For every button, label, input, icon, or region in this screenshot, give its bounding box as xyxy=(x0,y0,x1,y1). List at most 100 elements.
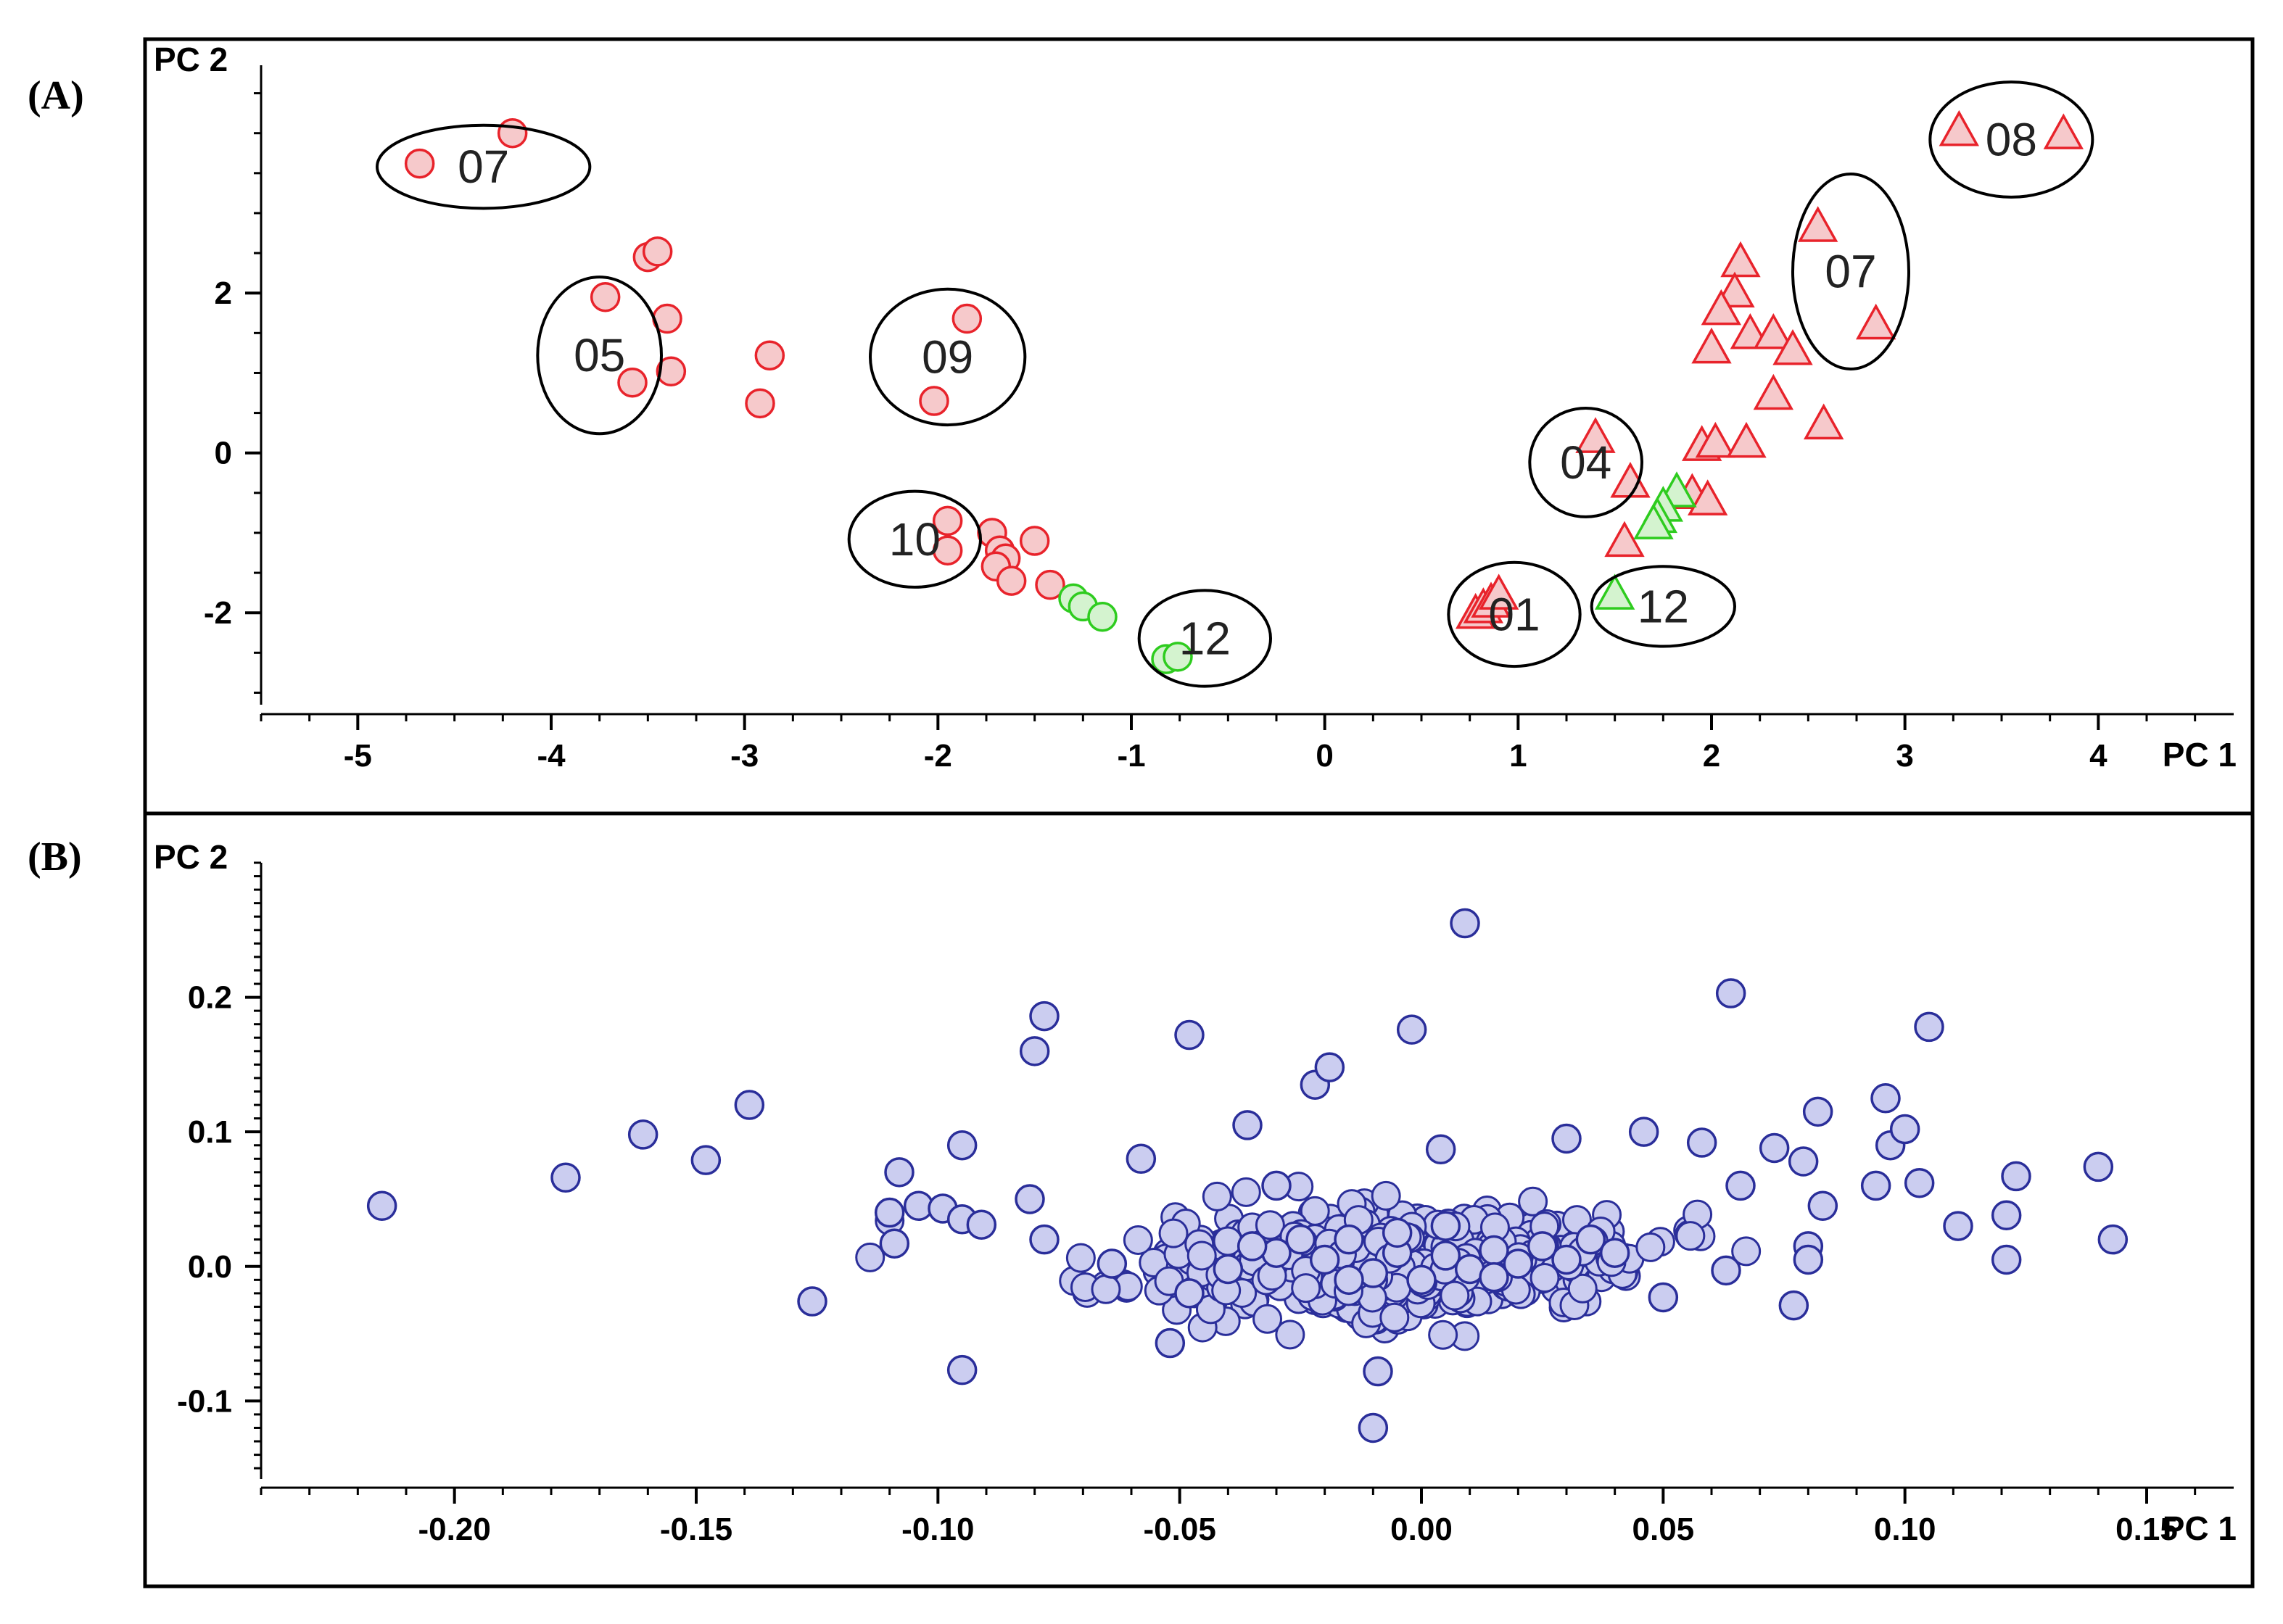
triangle-point xyxy=(1691,327,1732,364)
circle-point xyxy=(1237,1231,1268,1262)
x-tick-label: -1 xyxy=(1117,738,1145,774)
cluster-point xyxy=(1567,1273,1598,1304)
circle-point xyxy=(1334,1224,1364,1255)
cluster-point xyxy=(1675,1221,1706,1251)
x-tick-label: 1 xyxy=(1509,738,1527,774)
circle-point xyxy=(1450,908,1480,939)
circle-point xyxy=(404,148,435,179)
triangle-point xyxy=(1695,421,1736,458)
x-axis-label: PC 1 xyxy=(2163,1509,2237,1547)
circle-point xyxy=(1126,1143,1157,1174)
x-tick-label: 0.15 xyxy=(2115,1512,2178,1547)
circle-point xyxy=(1551,1123,1582,1154)
cluster-point xyxy=(1635,1232,1666,1262)
circle-point xyxy=(1904,1167,1935,1198)
group-label: 12 xyxy=(1179,612,1231,664)
circle-point xyxy=(932,505,963,536)
circle-point xyxy=(1261,1170,1292,1201)
y-tick-label: 0 xyxy=(215,436,232,471)
cluster-point xyxy=(1065,1243,1096,1273)
x-tick-label: 0.05 xyxy=(1632,1512,1695,1547)
group-label: 05 xyxy=(574,329,625,381)
y-tick-label: 0.0 xyxy=(188,1249,232,1285)
group-label: 01 xyxy=(1488,588,1540,640)
x-tick-label: 0 xyxy=(1316,738,1333,774)
circle-point xyxy=(1527,1231,1558,1262)
triangle-point xyxy=(1939,109,1980,146)
circle-point xyxy=(1778,1290,1809,1321)
x-tick-label: -0.10 xyxy=(901,1512,974,1547)
circle-point xyxy=(2083,1151,2114,1182)
circle-point xyxy=(1163,642,1193,672)
panel-b-label: (B) xyxy=(28,834,82,879)
circle-point xyxy=(919,386,949,416)
triangle-point xyxy=(1797,206,1838,242)
circle-point xyxy=(366,1190,397,1222)
circle-point xyxy=(754,340,785,370)
circle-point xyxy=(1029,1224,1060,1255)
circle-point xyxy=(951,303,983,334)
circle-point xyxy=(656,356,687,387)
circle-point xyxy=(1087,601,1118,632)
triangle-point xyxy=(1478,573,1519,610)
group-ellipse xyxy=(1447,560,1582,668)
circle-point xyxy=(1599,1238,1630,1268)
y-tick-label: 0.2 xyxy=(188,980,232,1016)
circle-point xyxy=(1285,1224,1316,1255)
triangle-point xyxy=(1772,329,1813,365)
triangle-point xyxy=(1726,421,1767,458)
circle-point xyxy=(1155,1327,1186,1359)
circle-point xyxy=(1213,1254,1244,1285)
x-tick-label: -5 xyxy=(344,738,372,774)
triangle-point xyxy=(1687,479,1728,515)
circle-point xyxy=(1382,1217,1413,1248)
circle-point xyxy=(1575,1224,1606,1255)
circle-point xyxy=(996,566,1027,596)
circle-point xyxy=(1793,1244,1824,1275)
circle-point xyxy=(946,1354,978,1385)
triangle-point xyxy=(2043,113,2084,149)
x-tick-label: -0.15 xyxy=(660,1512,732,1547)
group-ellipse xyxy=(1528,406,1644,518)
circle-point xyxy=(627,1119,659,1150)
group-ellipse xyxy=(536,276,664,436)
cluster-point xyxy=(1231,1177,1261,1207)
x-tick-label: -4 xyxy=(537,738,566,774)
x-tick-label: 3 xyxy=(1896,738,1913,774)
group-label: 07 xyxy=(1825,245,1876,297)
cluster-point xyxy=(1213,1226,1243,1256)
cluster-point xyxy=(1252,1304,1283,1334)
y-tick-label: 0.1 xyxy=(188,1114,232,1150)
circle-point xyxy=(1889,1114,1920,1145)
circle-point xyxy=(932,535,963,566)
circle-point xyxy=(734,1090,765,1120)
circle-point xyxy=(1430,1240,1461,1271)
circle-point xyxy=(1551,1244,1582,1275)
circle-point xyxy=(690,1145,722,1175)
circle-point xyxy=(2001,1161,2031,1192)
triangle-point xyxy=(1753,373,1794,410)
x-tick-label: -0.05 xyxy=(1144,1512,1216,1547)
circle-point xyxy=(745,388,775,419)
circle-point xyxy=(1503,1248,1534,1279)
x-tick-label: 0.10 xyxy=(1874,1512,1936,1547)
circle-point xyxy=(1334,1264,1364,1296)
circle-point xyxy=(1479,1262,1509,1293)
circle-point xyxy=(1860,1170,1891,1201)
circle-point xyxy=(1097,1248,1128,1279)
circle-point xyxy=(1711,1255,1741,1286)
circle-point xyxy=(1802,1096,1833,1127)
group-label: 09 xyxy=(922,331,973,383)
circle-point xyxy=(1788,1146,1819,1177)
circle-point xyxy=(1406,1264,1437,1296)
y-axis-label: PC 2 xyxy=(154,41,228,78)
circle-point xyxy=(946,1130,978,1161)
circle-point xyxy=(1628,1116,1659,1147)
circle-point xyxy=(1991,1200,2022,1230)
circle-point xyxy=(1759,1132,1790,1164)
group-ellipse xyxy=(1791,172,1910,370)
cluster-point xyxy=(1255,1210,1285,1240)
circle-point xyxy=(617,367,648,398)
group-ellipse xyxy=(869,287,1027,427)
